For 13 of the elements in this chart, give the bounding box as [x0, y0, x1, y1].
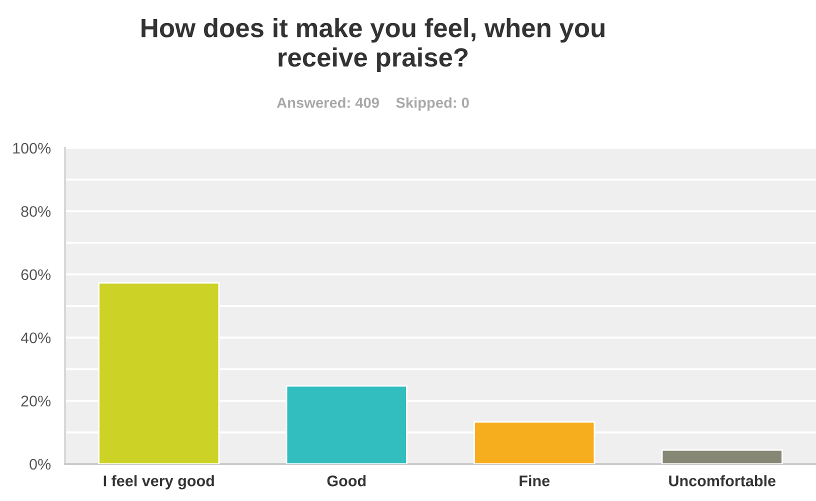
- chart-subtitle: Answered: 409 Skipped: 0: [276, 97, 469, 111]
- y-tick-label: 100%: [13, 142, 51, 154]
- bar: [661, 449, 783, 464]
- chart-title: How does it make you feel, when you receive praise?: [142, 18, 604, 72]
- y-tick-label: 80%: [21, 206, 51, 217]
- y-tick-label: 60%: [21, 269, 51, 280]
- x-tick-label: Uncomfortable: [669, 475, 776, 486]
- y-tick-label: 20%: [21, 396, 51, 406]
- y-tick-label: 0%: [30, 458, 51, 470]
- x-tick-label: Fine: [520, 475, 550, 486]
- x-tick-label: Good: [327, 475, 366, 486]
- y-tick-label: 40%: [20, 332, 51, 344]
- x-tick-label: I feel very good: [104, 475, 214, 490]
